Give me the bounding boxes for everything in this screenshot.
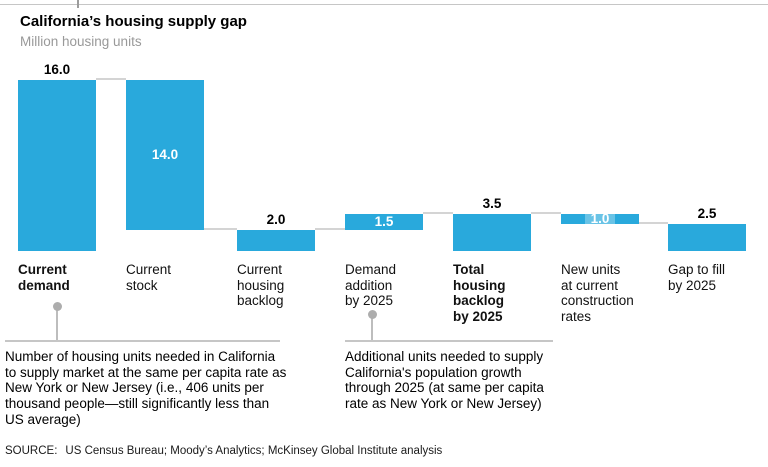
bar-current-demand	[18, 80, 96, 251]
annotation-demand-addition: Additional units needed to supply Califo…	[345, 349, 544, 412]
source-text: US Census Bureau; Moody’s Analytics; McK…	[65, 445, 443, 457]
annotation-current-demand: Number of housing units needed in Califo…	[5, 349, 287, 427]
callout-line	[345, 340, 553, 342]
category-label-current-stock: Current stock	[126, 262, 172, 293]
callout-dot	[367, 309, 377, 319]
callout-stem	[56, 306, 58, 341]
category-label-total-housing-backlog-by-2025: Total housing backlog by 2025	[453, 262, 506, 324]
value-label-current-demand: 16.0	[43, 62, 71, 77]
callout-dot	[52, 301, 62, 311]
category-label-gap-to-fill-by-2025: Gap to fill by 2025	[668, 262, 726, 293]
value-label-demand-addition-by-2025: 1.5	[345, 214, 423, 230]
bar-gap-to-fill-by-2025	[668, 224, 746, 251]
bar-current-stock	[126, 80, 204, 230]
top-rule	[0, 4, 768, 5]
category-label-current-demand: Current demand	[18, 262, 70, 293]
connector-line	[315, 227, 345, 230]
category-label-new-units-at-current-construction-rates: New units at current construction rates	[561, 262, 634, 324]
bar-total-housing-backlog-by-2025	[453, 213, 531, 251]
callout-stem	[371, 314, 373, 341]
value-label-total-housing-backlog-by-2025: 3.5	[482, 195, 502, 211]
category-label-current-housing-backlog: Current housing backlog	[237, 262, 285, 308]
connector-line	[639, 222, 668, 225]
source-line: SOURCE: US Census Bureau; Moody’s Analyti…	[5, 445, 442, 457]
callout-line	[5, 340, 280, 342]
top-tick	[77, 0, 79, 8]
source-label: SOURCE:	[5, 445, 58, 457]
connector-line	[531, 211, 561, 214]
value-text: 1.5	[374, 214, 394, 230]
connector-line	[96, 78, 126, 80]
category-label-demand-addition-by-2025: Demand addition by 2025	[345, 262, 397, 308]
bar-current-housing-backlog	[237, 229, 315, 251]
value-label-current-stock: 14.0	[126, 80, 204, 230]
connector-line	[423, 211, 453, 214]
bar-demand-addition-by-2025	[345, 213, 423, 230]
value-label-gap-to-fill-by-2025: 2.5	[697, 206, 717, 222]
value-label-new-units-at-current-construction-rates: 1.0	[561, 211, 639, 227]
connector-line	[204, 227, 237, 230]
chart-title: California’s housing supply gap	[20, 13, 247, 30]
chart-subtitle: Million housing units	[20, 34, 142, 49]
bar-new-units-at-current-construction-rates	[561, 213, 639, 225]
value-label-current-housing-backlog: 2.0	[266, 211, 286, 227]
value-text: 1.0	[584, 211, 616, 227]
value-text: 14.0	[151, 147, 179, 163]
